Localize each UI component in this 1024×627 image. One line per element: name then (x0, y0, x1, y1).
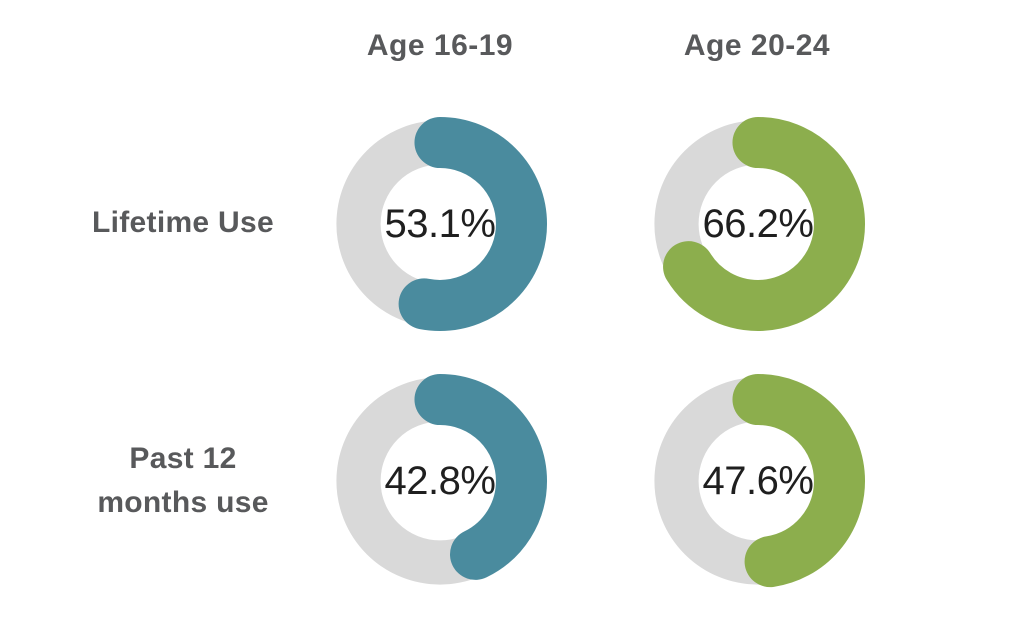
donut-value-label: 53.1% (384, 201, 496, 246)
column-header-age-20-24: Age 20-24 (683, 29, 831, 62)
donut-value-label: 42.8% (384, 458, 496, 503)
donut-value-arc (332, 116, 548, 332)
donut-svg (332, 116, 548, 332)
donut-value-arc (650, 116, 866, 332)
column-header-age-16-19: Age 16-19 (366, 29, 514, 62)
donut-svg (650, 116, 866, 332)
donut-svg (332, 373, 548, 589)
donut-lifetime-age-20-24: 66.2% (650, 116, 866, 332)
donut-value-arc (332, 373, 548, 589)
row-label-line-2: months use (97, 486, 269, 519)
donut-past12-age-20-24: 47.6% (650, 373, 866, 589)
row-label-lifetime-use: Lifetime Use (92, 206, 274, 239)
donut-value-label: 66.2% (702, 201, 814, 246)
row-label-line-1: Past 12 (129, 442, 237, 475)
donut-value-label: 47.6% (702, 458, 814, 503)
row-label-past-12-months-use: Past 12 months use (97, 437, 268, 525)
donut-past12-age-16-19: 42.8% (332, 373, 548, 589)
donut-value-arc (650, 373, 866, 589)
donut-svg (650, 373, 866, 589)
donut-lifetime-age-16-19: 53.1% (332, 116, 548, 332)
